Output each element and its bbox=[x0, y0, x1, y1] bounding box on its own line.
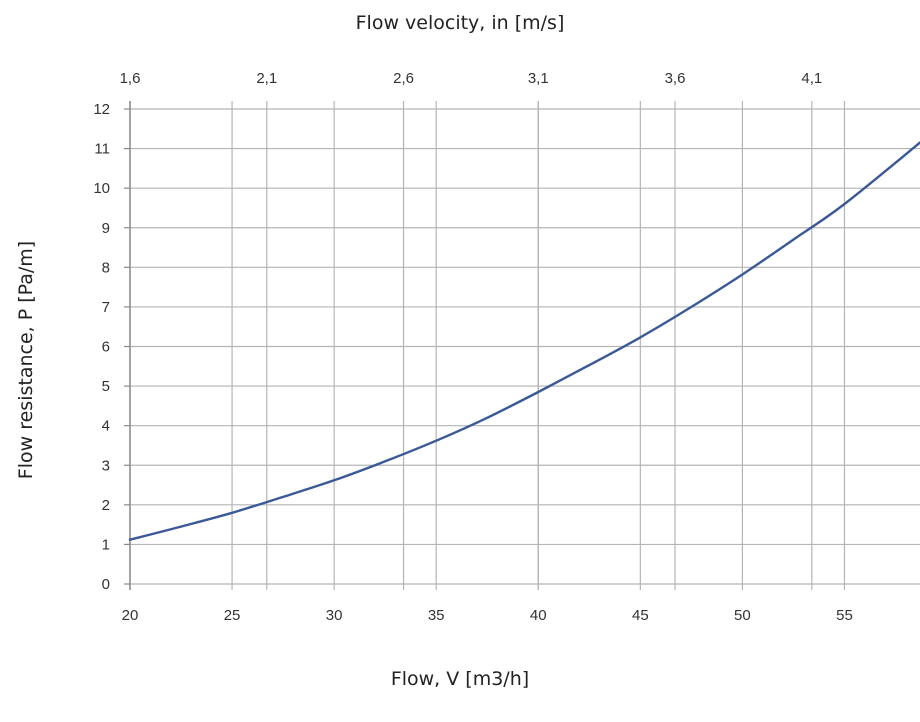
y-tick-label: 4 bbox=[102, 418, 110, 435]
x-tick-label: 35 bbox=[428, 607, 445, 624]
x-tick-label: 30 bbox=[326, 607, 343, 624]
top-tick-label: 1,6 bbox=[120, 70, 141, 87]
top-axis-title: Flow velocity, in [m/s] bbox=[355, 12, 565, 34]
x-tick-label: 40 bbox=[530, 607, 547, 624]
x-tick-label: 50 bbox=[734, 607, 751, 624]
series-line bbox=[128, 141, 920, 541]
y-tick-label: 5 bbox=[102, 378, 110, 395]
top-tick-label: 3,6 bbox=[665, 70, 686, 87]
top-tick-label: 2,6 bbox=[393, 70, 414, 87]
x-axis-title: Flow, V [m3/h] bbox=[390, 668, 530, 690]
top-tick-label: 3,1 bbox=[528, 70, 549, 87]
x-tick-label: 25 bbox=[224, 607, 241, 624]
y-tick-label: 6 bbox=[102, 339, 110, 356]
y-tick-label: 11 bbox=[94, 141, 110, 158]
y-tick-label: 8 bbox=[102, 259, 110, 276]
y-tick-label: 10 bbox=[93, 180, 110, 197]
y-tick-label: 1 bbox=[102, 536, 110, 553]
y-tick-label: 7 bbox=[102, 299, 110, 316]
x-tick-label: 55 bbox=[836, 607, 853, 624]
top-tick-label: 2,1 bbox=[256, 70, 277, 87]
y-tick-label: 9 bbox=[102, 220, 110, 237]
y-tick-label: 12 bbox=[93, 101, 110, 118]
x-tick-label: 20 bbox=[122, 607, 139, 624]
top-tick-label: 4,1 bbox=[801, 70, 822, 87]
y-tick-label: 3 bbox=[102, 457, 110, 474]
y-tick-label: 2 bbox=[102, 497, 110, 514]
y-tick-label: 0 bbox=[102, 576, 110, 593]
x-tick-label: 45 bbox=[632, 607, 649, 624]
